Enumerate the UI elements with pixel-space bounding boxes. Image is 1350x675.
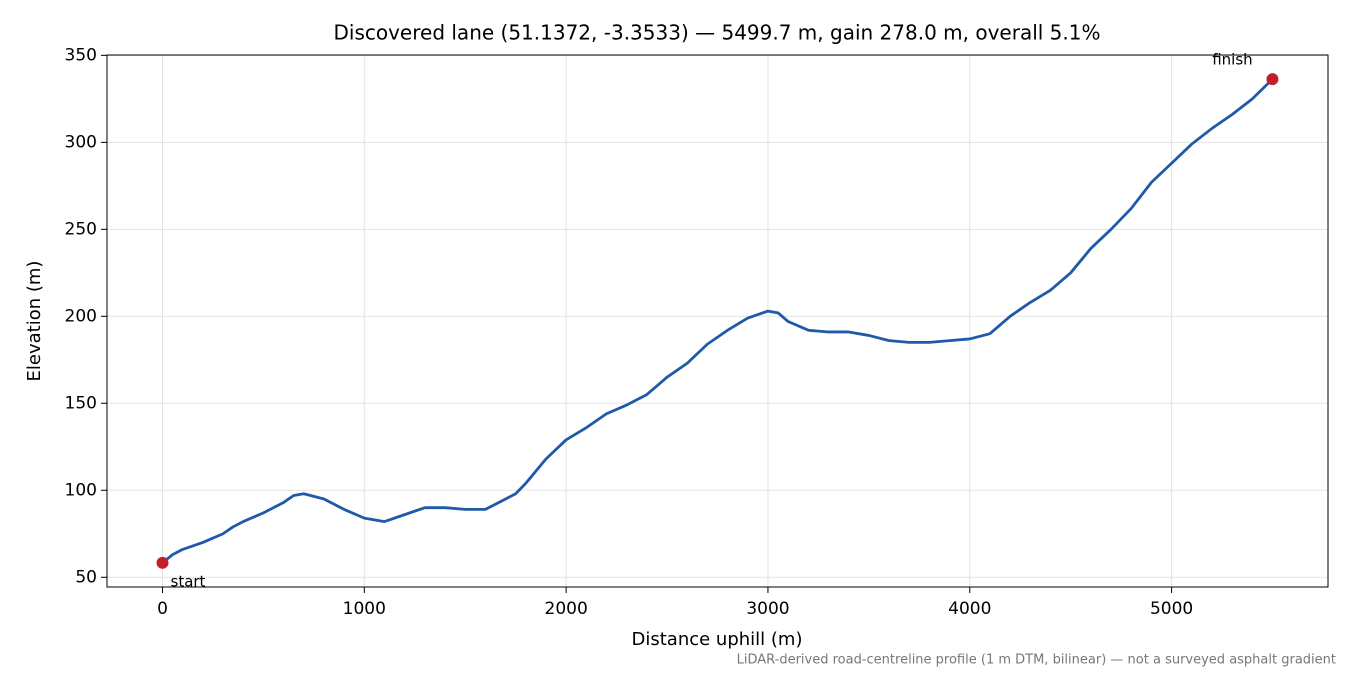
y-tick-label: 250 [65, 219, 97, 239]
y-tick-label: 300 [65, 132, 97, 152]
x-tick-label: 3000 [746, 599, 789, 619]
x-tick-label: 0 [157, 599, 168, 619]
endpoint-marker [156, 556, 169, 569]
endpoint-label: finish [1212, 51, 1252, 69]
x-tick-label: 5000 [1150, 599, 1193, 619]
y-tick-label: 200 [65, 306, 97, 326]
y-tick-label: 350 [65, 45, 97, 65]
x-tick-label: 2000 [545, 599, 588, 619]
endpoint-label: start [171, 572, 206, 590]
chart-title: Discovered lane (51.1372, -3.3533) — 549… [333, 21, 1100, 45]
x-tick-label: 4000 [948, 599, 991, 619]
footnote: LiDAR-derived road-centreline profile (1… [737, 653, 1336, 668]
x-tick-label: 1000 [343, 599, 386, 619]
x-axis-label: Distance uphill (m) [632, 629, 803, 650]
elevation-line [161, 78, 1274, 564]
y-tick-label: 150 [65, 393, 97, 413]
endpoint-marker [1266, 73, 1279, 86]
y-axis-label: Elevation (m) [24, 261, 45, 382]
y-tick-label: 50 [75, 567, 97, 587]
y-tick-label: 100 [65, 480, 97, 500]
plot-frame [106, 54, 1329, 588]
